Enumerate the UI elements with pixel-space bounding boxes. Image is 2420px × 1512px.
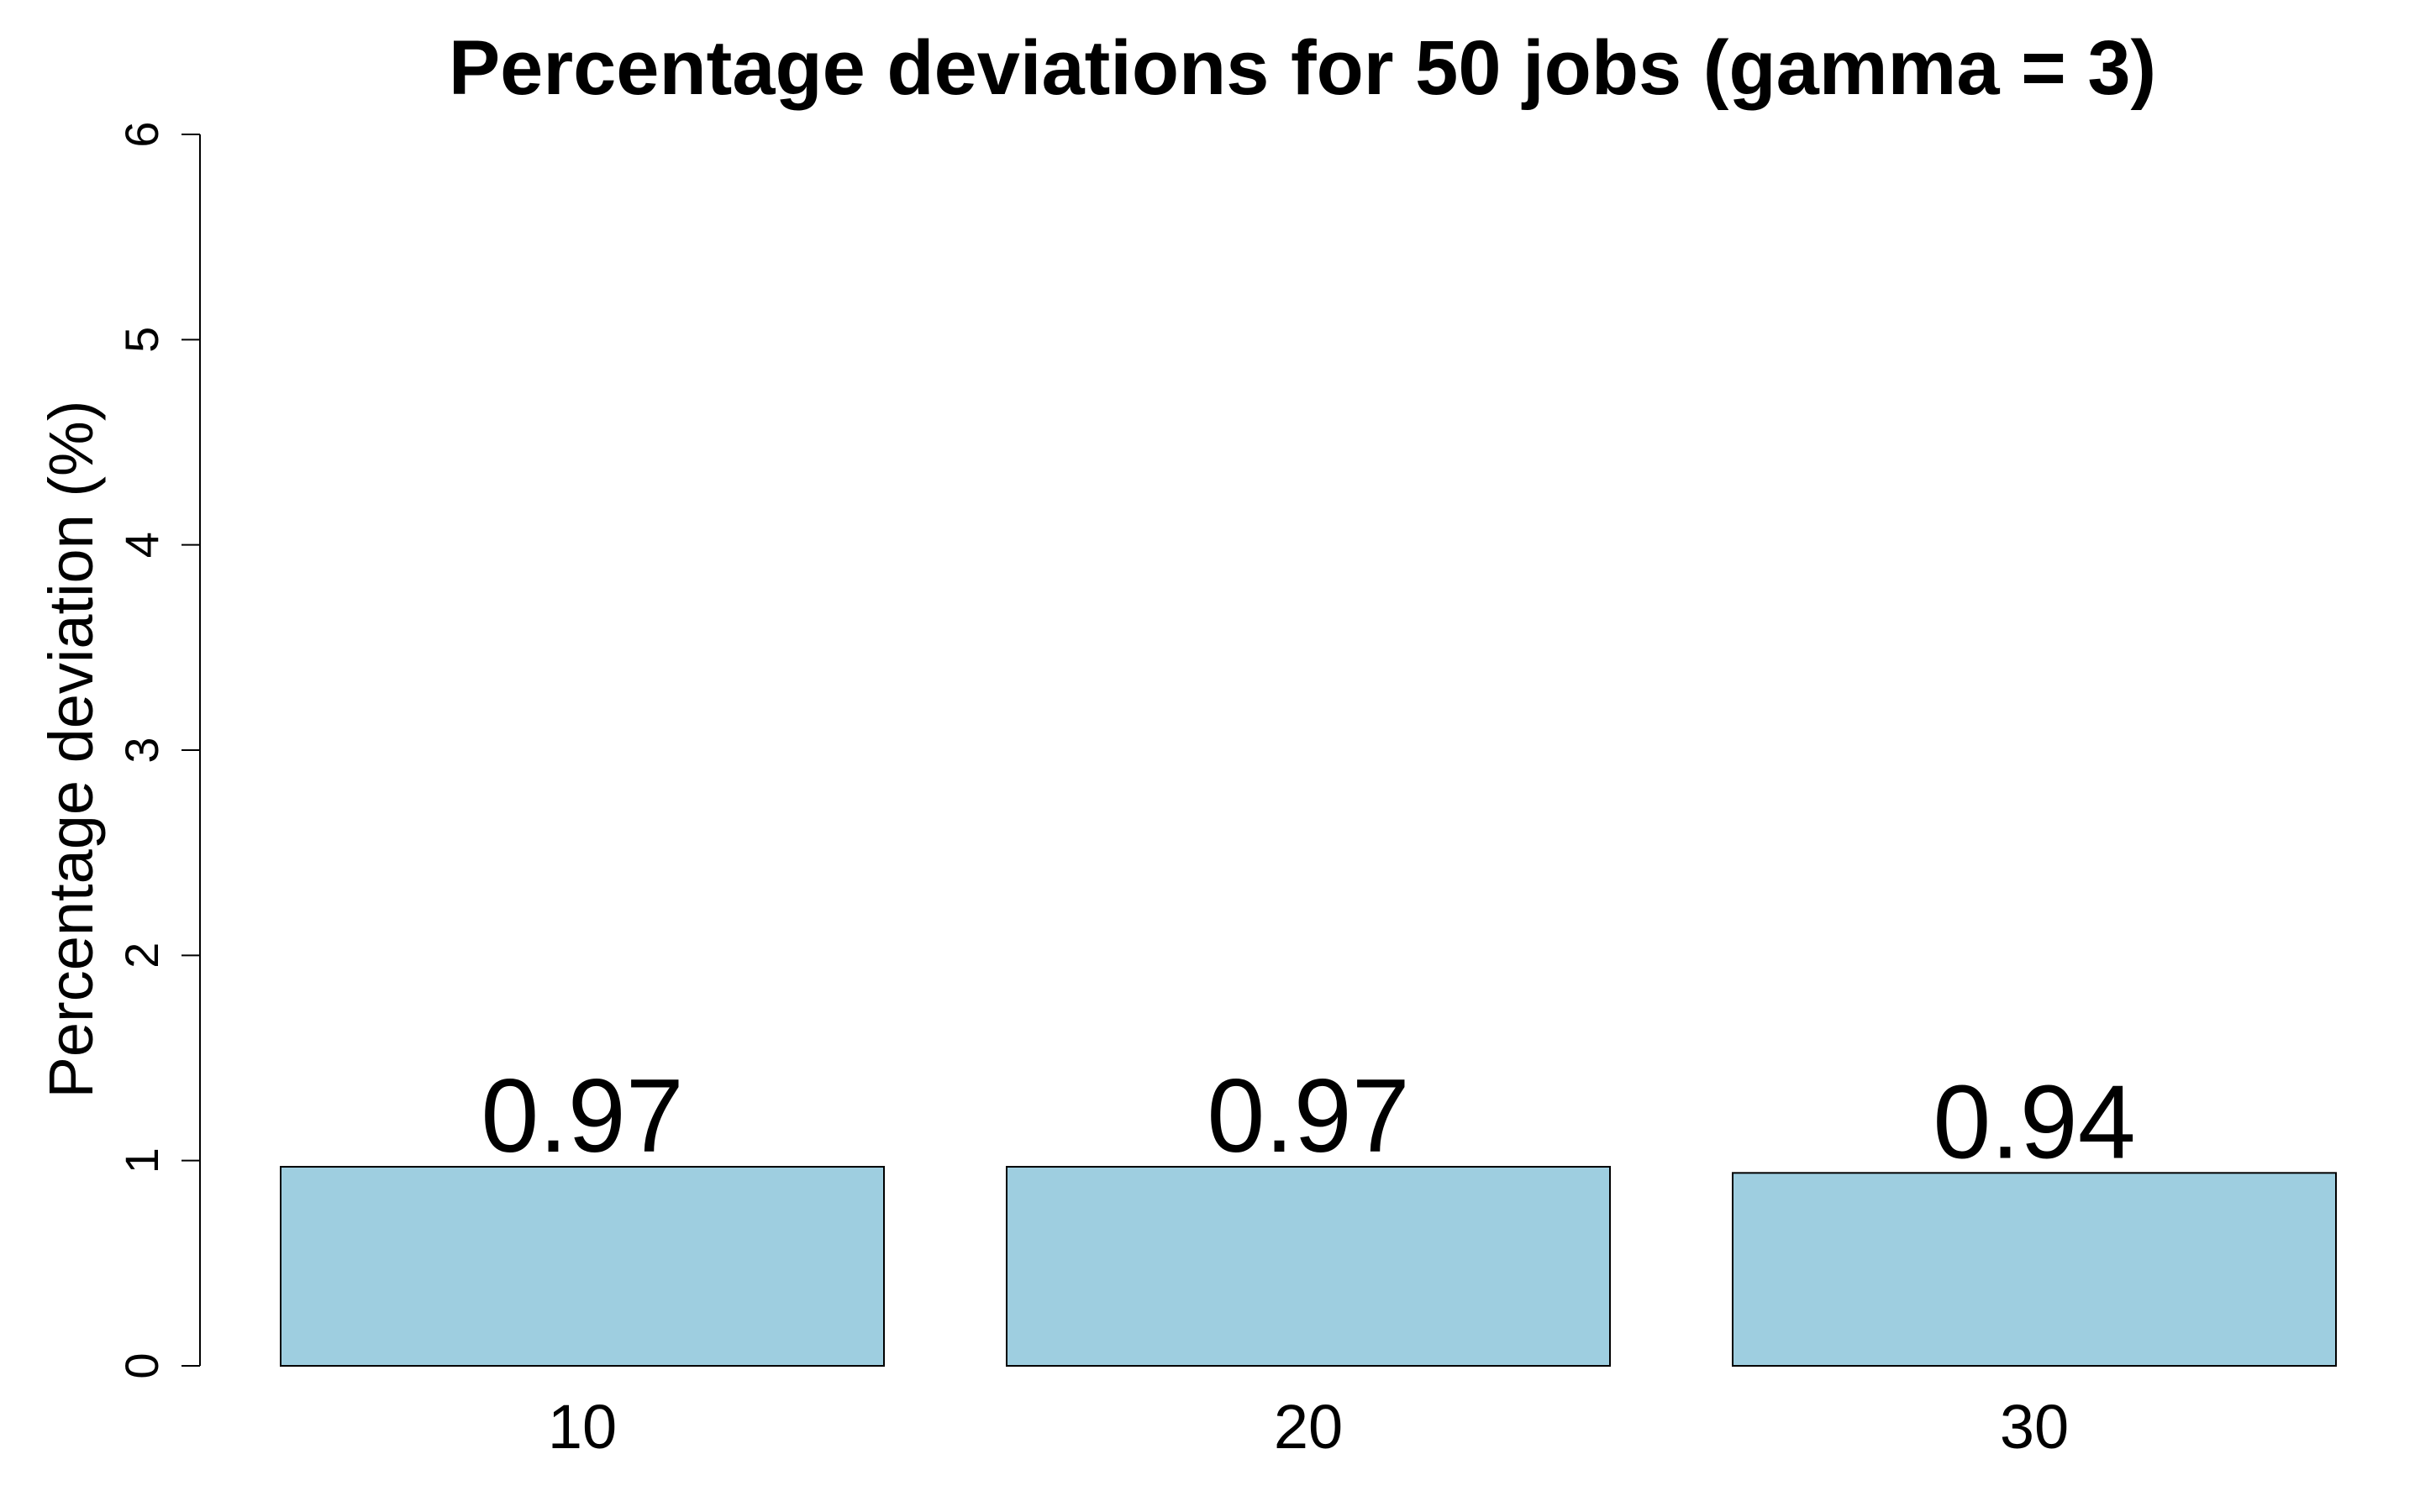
y-tick-label: 3 (115, 737, 168, 763)
y-tick-label: 2 (115, 942, 168, 969)
bar (280, 1165, 885, 1368)
y-tick-label: 6 (115, 121, 168, 147)
x-tick-label: 10 (548, 1392, 617, 1462)
y-axis-label: Percentage deviation (%) (36, 401, 106, 1099)
x-axis-tick-labels: 10 20 30 (548, 1392, 2069, 1462)
bar-value-label: 0.94 (1933, 1064, 2135, 1180)
x-tick-label: 20 (1274, 1392, 1343, 1462)
bar-value-label: 0.97 (481, 1058, 683, 1174)
x-tick-label: 30 (2000, 1392, 2069, 1462)
bars (280, 1165, 2337, 1368)
y-axis-ticks: 0 1 2 3 4 5 6 (115, 121, 200, 1379)
y-tick-label: 4 (115, 532, 168, 558)
y-tick-label: 1 (115, 1147, 168, 1173)
bar (1006, 1165, 1611, 1368)
data-labels: 0.97 0.97 0.94 (481, 1058, 2135, 1180)
bar (1732, 1172, 2337, 1367)
bar-value-label: 0.97 (1207, 1058, 1409, 1174)
chart-title: Percentage deviations for 50 jobs (gamma… (449, 25, 2156, 111)
y-tick-label: 5 (115, 327, 168, 353)
y-tick-label: 0 (115, 1352, 168, 1378)
